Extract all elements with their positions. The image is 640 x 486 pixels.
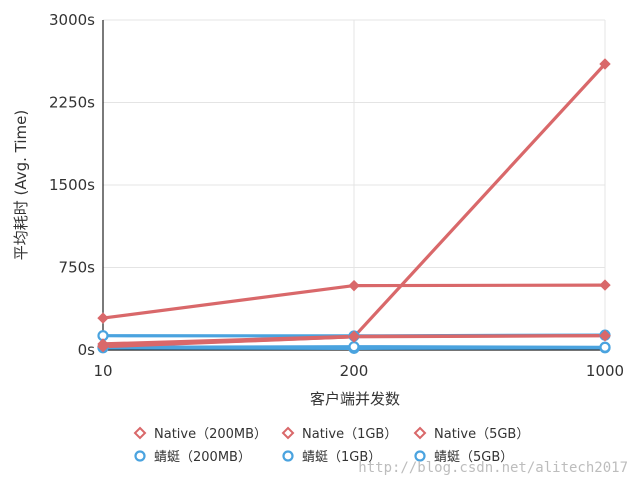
data-point bbox=[599, 329, 611, 342]
y-axis-title: 平均耗时 (Avg. Time) bbox=[12, 110, 30, 261]
y-tick-label: 750s bbox=[59, 259, 96, 277]
x-tick-labels: 10 200 1000 bbox=[93, 362, 624, 380]
x-tick-label: 10 bbox=[93, 362, 112, 380]
data-point bbox=[348, 331, 360, 343]
gridlines bbox=[103, 19, 606, 350]
legend-item: Native（200MB） bbox=[133, 426, 267, 442]
legend-label: Native（1GB） bbox=[302, 427, 397, 442]
legend-marker bbox=[134, 450, 146, 462]
legend-label: 蜻蜓（1GB） bbox=[302, 450, 381, 465]
data-point bbox=[97, 340, 109, 353]
legend-item: 蜻蜓（5GB） bbox=[414, 450, 513, 465]
data-point bbox=[599, 341, 611, 353]
y-tick-label: 2250s bbox=[49, 94, 95, 112]
legend-marker bbox=[281, 426, 295, 440]
legend-label: Native（200MB） bbox=[154, 427, 267, 442]
y-tick-label: 1500s bbox=[49, 176, 95, 194]
legend-label: 蜻蜓（200MB） bbox=[154, 450, 251, 465]
legend: Native（200MB） Native（1GB） Native（5GB） 蜻蜓（20… bbox=[133, 426, 529, 465]
x-tick-label: 1000 bbox=[586, 362, 624, 380]
x-axis-title: 客户端并发数 bbox=[310, 390, 400, 408]
legend-marker bbox=[413, 426, 427, 440]
y-tick-labels: 0s 750s 1500s 2250s 3000s bbox=[49, 11, 95, 359]
legend-label: Native（5GB） bbox=[434, 427, 529, 442]
legend-item: 蜻蜓（1GB） bbox=[282, 450, 381, 465]
data-point bbox=[348, 341, 360, 353]
legend-item: Native（1GB） bbox=[281, 426, 397, 442]
watermark-text: http://blog.csdn.net/alitech2017 bbox=[358, 460, 628, 476]
series-markers bbox=[97, 58, 611, 354]
y-tick-label: 3000s bbox=[49, 11, 95, 29]
y-tick-label: 0s bbox=[78, 341, 96, 359]
data-point bbox=[599, 279, 611, 291]
legend-marker bbox=[414, 450, 426, 462]
legend-item: 蜻蜓（200MB） bbox=[134, 450, 251, 465]
legend-marker bbox=[282, 450, 294, 462]
data-point bbox=[599, 58, 611, 70]
data-point bbox=[348, 279, 360, 292]
legend-item: Native（5GB） bbox=[413, 426, 529, 442]
legend-label: 蜻蜓（5GB） bbox=[434, 450, 513, 465]
legend-marker bbox=[133, 426, 147, 440]
data-point bbox=[97, 312, 109, 324]
x-tick-label: 200 bbox=[340, 362, 369, 380]
